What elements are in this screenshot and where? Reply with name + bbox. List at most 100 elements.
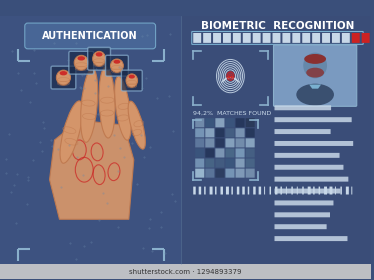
Ellipse shape <box>110 59 123 72</box>
Ellipse shape <box>304 54 326 64</box>
FancyBboxPatch shape <box>215 118 224 127</box>
FancyBboxPatch shape <box>275 177 348 182</box>
FancyBboxPatch shape <box>215 186 217 195</box>
FancyBboxPatch shape <box>205 158 214 168</box>
FancyBboxPatch shape <box>193 186 196 195</box>
FancyBboxPatch shape <box>205 128 214 137</box>
FancyBboxPatch shape <box>308 186 311 195</box>
FancyBboxPatch shape <box>273 45 357 106</box>
FancyBboxPatch shape <box>346 186 349 195</box>
FancyBboxPatch shape <box>313 186 315 195</box>
FancyBboxPatch shape <box>203 33 211 43</box>
FancyBboxPatch shape <box>253 186 256 195</box>
FancyBboxPatch shape <box>275 153 340 158</box>
FancyBboxPatch shape <box>223 33 231 43</box>
FancyBboxPatch shape <box>237 186 239 195</box>
FancyBboxPatch shape <box>275 236 347 241</box>
FancyBboxPatch shape <box>221 186 223 195</box>
Text: BIOMETRIC  RECOGNITION: BIOMETRIC RECOGNITION <box>201 21 354 31</box>
FancyBboxPatch shape <box>236 148 245 158</box>
FancyBboxPatch shape <box>199 186 201 195</box>
Ellipse shape <box>129 75 135 79</box>
FancyBboxPatch shape <box>246 118 255 127</box>
FancyBboxPatch shape <box>51 66 76 89</box>
Ellipse shape <box>296 84 334 106</box>
FancyBboxPatch shape <box>275 165 343 170</box>
FancyBboxPatch shape <box>215 158 224 168</box>
FancyBboxPatch shape <box>209 186 212 195</box>
FancyBboxPatch shape <box>286 186 287 195</box>
Text: 94,2%  MATCHES FOUND: 94,2% MATCHES FOUND <box>193 111 272 116</box>
FancyBboxPatch shape <box>351 186 352 195</box>
FancyBboxPatch shape <box>275 105 331 110</box>
FancyBboxPatch shape <box>273 33 280 43</box>
FancyBboxPatch shape <box>275 129 331 134</box>
FancyBboxPatch shape <box>342 33 350 43</box>
FancyBboxPatch shape <box>195 128 204 137</box>
FancyBboxPatch shape <box>275 212 330 217</box>
FancyBboxPatch shape <box>25 23 156 49</box>
FancyBboxPatch shape <box>263 33 270 43</box>
FancyBboxPatch shape <box>242 186 245 195</box>
FancyBboxPatch shape <box>275 186 278 195</box>
FancyBboxPatch shape <box>195 169 204 178</box>
FancyBboxPatch shape <box>204 186 206 195</box>
FancyBboxPatch shape <box>215 138 224 148</box>
FancyBboxPatch shape <box>329 186 332 195</box>
FancyBboxPatch shape <box>270 186 271 195</box>
FancyBboxPatch shape <box>205 138 214 148</box>
Ellipse shape <box>93 51 105 66</box>
FancyBboxPatch shape <box>297 186 298 195</box>
Ellipse shape <box>303 53 327 78</box>
FancyBboxPatch shape <box>275 224 327 229</box>
FancyBboxPatch shape <box>236 118 245 127</box>
FancyBboxPatch shape <box>226 128 234 137</box>
FancyBboxPatch shape <box>312 33 320 43</box>
FancyBboxPatch shape <box>236 128 245 137</box>
FancyBboxPatch shape <box>213 33 221 43</box>
FancyBboxPatch shape <box>215 148 224 158</box>
FancyBboxPatch shape <box>302 33 310 43</box>
FancyBboxPatch shape <box>275 117 352 122</box>
Ellipse shape <box>306 68 324 78</box>
Ellipse shape <box>115 76 131 140</box>
FancyBboxPatch shape <box>236 158 245 168</box>
FancyBboxPatch shape <box>226 169 234 178</box>
FancyBboxPatch shape <box>243 33 251 43</box>
FancyBboxPatch shape <box>195 158 204 168</box>
FancyBboxPatch shape <box>335 186 336 195</box>
FancyBboxPatch shape <box>340 186 342 195</box>
Bar <box>0 16 181 279</box>
Polygon shape <box>49 120 134 219</box>
Text: shutterstock.com · 1294893379: shutterstock.com · 1294893379 <box>129 269 242 275</box>
FancyBboxPatch shape <box>292 33 300 43</box>
FancyBboxPatch shape <box>246 158 255 168</box>
FancyBboxPatch shape <box>226 148 234 158</box>
Bar <box>0 264 371 279</box>
FancyBboxPatch shape <box>215 169 224 178</box>
FancyBboxPatch shape <box>319 186 320 195</box>
FancyBboxPatch shape <box>246 128 255 137</box>
FancyBboxPatch shape <box>215 128 224 137</box>
FancyBboxPatch shape <box>246 169 255 178</box>
FancyBboxPatch shape <box>246 148 255 158</box>
Bar <box>181 16 371 279</box>
FancyBboxPatch shape <box>324 186 327 195</box>
FancyBboxPatch shape <box>352 33 360 43</box>
Ellipse shape <box>128 101 145 149</box>
FancyBboxPatch shape <box>205 169 214 178</box>
Ellipse shape <box>113 60 120 64</box>
FancyBboxPatch shape <box>246 138 255 148</box>
Ellipse shape <box>56 70 71 85</box>
Ellipse shape <box>60 101 83 163</box>
FancyBboxPatch shape <box>226 186 229 195</box>
FancyBboxPatch shape <box>195 118 204 127</box>
Ellipse shape <box>99 67 115 138</box>
FancyBboxPatch shape <box>232 186 233 195</box>
Text: AUTHENTICATION: AUTHENTICATION <box>42 31 138 41</box>
FancyBboxPatch shape <box>275 200 334 206</box>
FancyBboxPatch shape <box>332 33 340 43</box>
Ellipse shape <box>81 68 98 142</box>
FancyBboxPatch shape <box>275 141 353 146</box>
FancyBboxPatch shape <box>362 33 370 43</box>
